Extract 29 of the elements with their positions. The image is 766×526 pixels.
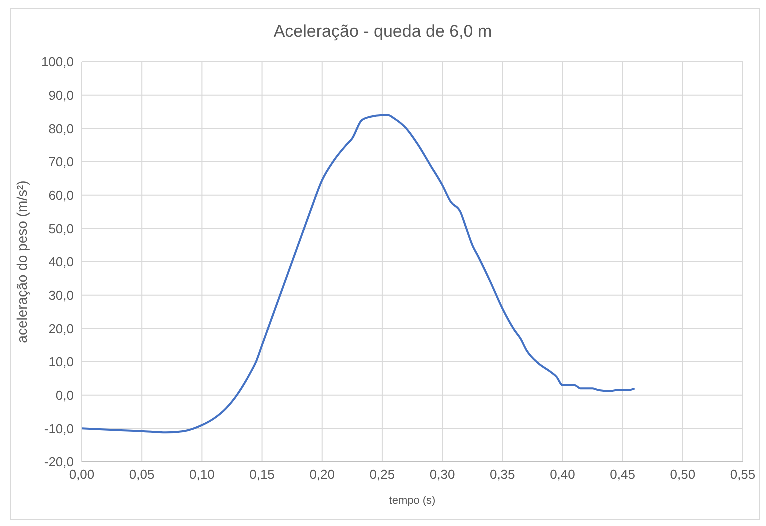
y-tick-label: 80,0: [48, 121, 74, 136]
x-tick-label: 0,20: [310, 467, 336, 482]
y-tick-label: 30,0: [48, 288, 74, 303]
x-tick-label: 0,15: [250, 467, 275, 482]
y-tick-label: 10,0: [48, 354, 74, 370]
y-tick-label: 70,0: [48, 154, 74, 170]
line-series: [82, 114, 636, 434]
x-tick-label: 0,35: [490, 467, 516, 482]
y-tick-label: 40,0: [48, 254, 74, 270]
x-tick-label: 0,30: [430, 467, 456, 482]
x-tick-label: 0,40: [550, 467, 576, 482]
y-tick-label: 60,0: [48, 188, 74, 203]
y-tick-label: -20,0: [44, 454, 74, 470]
x-tick-label: 0,50: [670, 467, 696, 482]
x-tick-label: 0,05: [129, 467, 155, 482]
x-tick-label: 0,45: [610, 467, 636, 482]
chart-title: Aceleração - queda de 6,0 m: [272, 22, 494, 42]
y-tick-label: -10,0: [44, 421, 74, 436]
x-axis-title: tempo (s): [389, 495, 436, 507]
y-tick-label: 20,0: [48, 321, 74, 336]
y-axis-title: aceleração do peso (m/s²): [14, 180, 30, 344]
y-tick-label: 100,0: [41, 54, 74, 70]
y-tick-label: 90,0: [48, 88, 74, 103]
x-tick-label: 0,00: [69, 467, 95, 482]
y-tick-label: 0,0: [56, 388, 74, 403]
x-tick-label: 0,25: [370, 467, 396, 482]
y-tick-label: 50,0: [48, 221, 74, 236]
x-tick-label: 0,10: [190, 467, 215, 482]
x-tick-label: 0,55: [730, 467, 756, 482]
